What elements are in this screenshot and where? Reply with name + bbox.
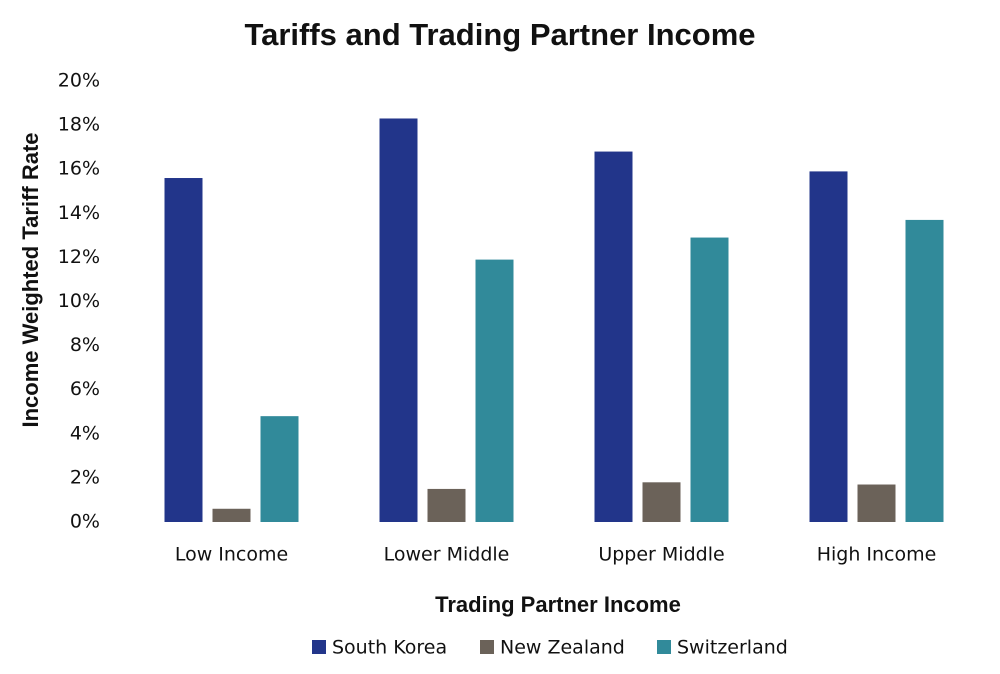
bar — [475, 259, 514, 522]
x-tick-label: Lower Middle — [384, 544, 510, 566]
y-tick-label: 20% — [58, 70, 100, 92]
y-tick-label: 6% — [70, 378, 100, 400]
x-tick-label: Upper Middle — [598, 544, 724, 566]
y-tick-label: 10% — [58, 290, 100, 312]
legend-label: South Korea — [332, 637, 447, 659]
bar — [212, 508, 251, 522]
y-axis-title: Income Weighted Tariff Rate — [18, 132, 43, 427]
y-tick-label: 0% — [70, 511, 100, 533]
x-axis-title: Trading Partner Income — [435, 592, 681, 617]
legend-swatch — [480, 640, 494, 654]
bar — [379, 118, 418, 523]
y-tick-label: 12% — [58, 246, 100, 268]
y-tick-label: 18% — [58, 114, 100, 136]
x-tick-label: Low Income — [175, 544, 288, 566]
y-tick-label: 16% — [58, 158, 100, 180]
legend-swatch — [312, 640, 326, 654]
x-tick-label: High Income — [817, 544, 937, 566]
y-tick-label: 4% — [70, 422, 100, 444]
chart-title: Tariffs and Trading Partner Income — [244, 17, 755, 52]
y-tick-label: 8% — [70, 334, 100, 356]
bar — [260, 416, 299, 522]
bar — [905, 219, 944, 523]
bar — [164, 178, 203, 522]
bar — [809, 171, 848, 522]
legend-label: Switzerland — [677, 637, 788, 659]
legend-swatch — [657, 640, 671, 654]
bar — [690, 237, 729, 522]
bar — [427, 488, 466, 522]
bar — [642, 482, 681, 522]
bar — [857, 484, 896, 522]
bar — [594, 151, 633, 522]
legend-label: New Zealand — [500, 637, 625, 659]
y-tick-label: 14% — [58, 202, 100, 224]
y-tick-label: 2% — [70, 466, 100, 488]
